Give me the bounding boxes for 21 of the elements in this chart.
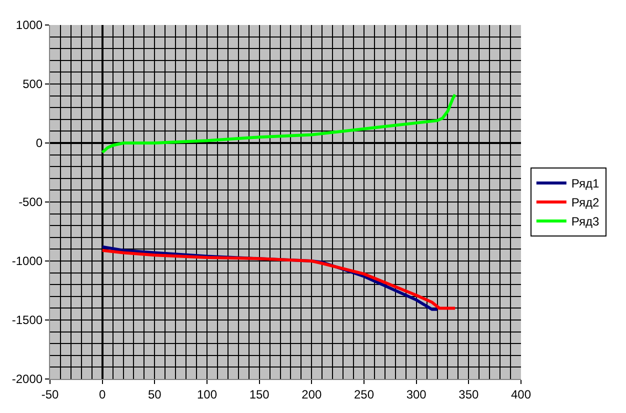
legend-label: Ряд1 (571, 176, 600, 191)
y-tick-label: 0 (36, 136, 43, 150)
x-tick-label: 200 (302, 387, 322, 402)
x-tick-label: -50 (41, 387, 59, 402)
y-tick-label: -500 (18, 195, 43, 210)
y-tick-label: -2000 (12, 372, 43, 386)
line-series (100, 93, 457, 154)
x-tick-label: 250 (354, 387, 374, 402)
y-tick-label: 1000 (16, 18, 43, 32)
legend-label: Ряд2 (571, 196, 600, 210)
x-tick-label: 150 (249, 387, 270, 402)
x-tick-label: 400 (510, 387, 532, 402)
x-tick-label: 0 (98, 387, 106, 402)
x-tick-label: 350 (458, 387, 479, 402)
y-tick-label: -1500 (12, 313, 43, 328)
y-tick-label: -1000 (12, 254, 43, 268)
x-tick-label: 50 (148, 387, 162, 402)
x-tick-label: 300 (406, 387, 427, 402)
y-tick-label: 500 (22, 77, 43, 92)
legend-label: Ряд3 (571, 214, 600, 229)
x-tick-label: 100 (196, 387, 218, 402)
